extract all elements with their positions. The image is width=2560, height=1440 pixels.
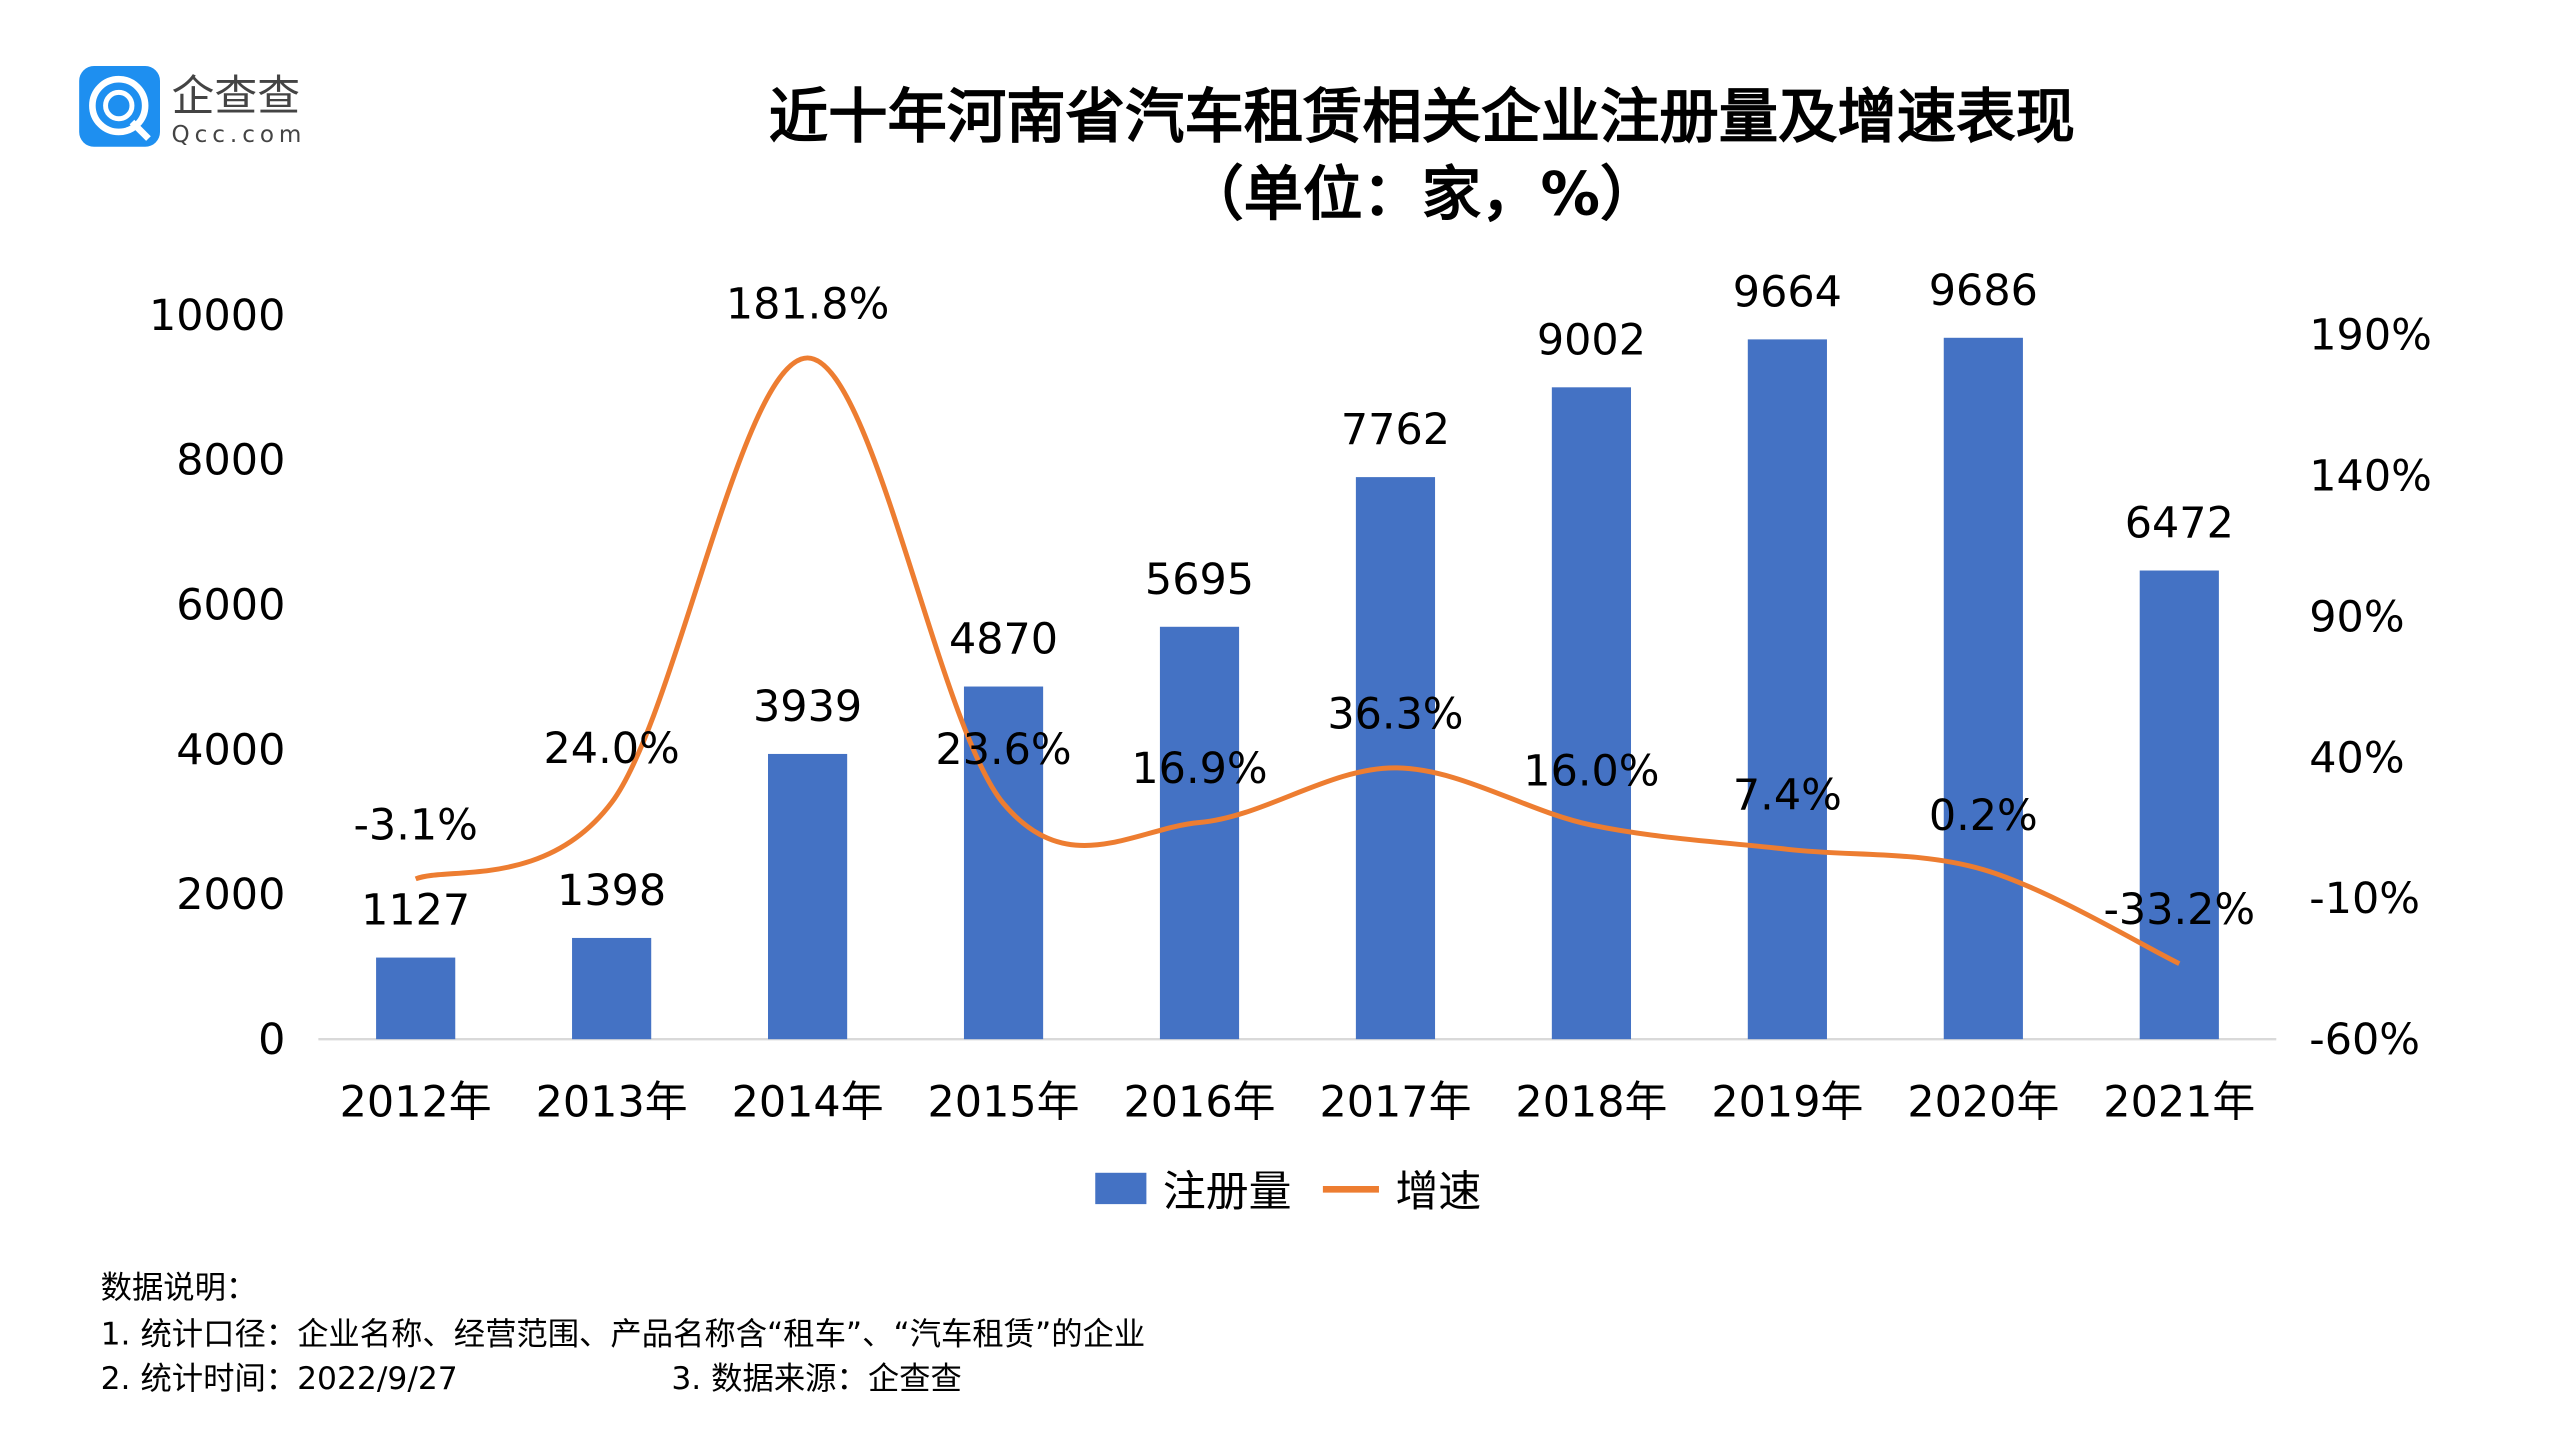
y-tick-label: 6000 bbox=[176, 581, 285, 631]
bar bbox=[1355, 477, 1436, 1040]
bar-value-label: 5695 bbox=[1145, 555, 1254, 605]
y-tick-label: 4000 bbox=[176, 725, 285, 775]
legend-bar-swatch bbox=[1095, 1172, 1147, 1205]
bar bbox=[2139, 570, 2219, 1040]
y-tick-label: 2000 bbox=[176, 870, 285, 920]
y2-tick-label: 140% bbox=[2309, 452, 2432, 502]
x-tick-label: 2020年 bbox=[1907, 1078, 2059, 1128]
chart-subtitle: （单位：家，%） bbox=[1184, 160, 1659, 229]
growth-value-label: 16.9% bbox=[1131, 744, 1267, 794]
bar-value-label: 7762 bbox=[1341, 405, 1450, 455]
bar-value-label: 4870 bbox=[949, 615, 1058, 665]
growth-value-label: 181.8% bbox=[726, 279, 889, 329]
bar-value-label: 9686 bbox=[1929, 266, 2038, 316]
bar-value-label: 1398 bbox=[557, 866, 666, 916]
growth-value-label: 23.6% bbox=[935, 725, 1071, 775]
y2-tick-label: -10% bbox=[2309, 874, 2420, 924]
y2-tick-label: 90% bbox=[2309, 592, 2404, 642]
logo-domain: Qcc.com bbox=[172, 122, 307, 148]
x-tick-label: 2016年 bbox=[1124, 1078, 1276, 1128]
bar-series bbox=[376, 337, 2219, 1040]
y-axis-right: -60% -10% 40% 90% 140% 190% bbox=[2309, 311, 2432, 1065]
bar-value-label: 6472 bbox=[2125, 499, 2234, 549]
x-axis-labels: 2012年 2013年 2014年 2015年 2016年 2017年 2018年 2019年… bbox=[340, 1078, 2256, 1128]
bar-value-label: 3939 bbox=[753, 682, 862, 732]
growth-value-label: 24.0% bbox=[544, 724, 680, 774]
bar-value-label: 9664 bbox=[1733, 267, 1842, 317]
x-tick-label: 2013年 bbox=[536, 1078, 688, 1128]
x-tick-label: 2018年 bbox=[1515, 1078, 1667, 1128]
y-axis-left: 0 2000 4000 6000 8000 10000 bbox=[149, 291, 285, 1065]
logo: 企查查 Qcc.com bbox=[79, 65, 307, 148]
growth-line bbox=[414, 355, 2181, 966]
bar bbox=[768, 753, 848, 1040]
y-tick-label: 8000 bbox=[176, 436, 285, 486]
growth-value-label: 7.4% bbox=[1733, 771, 1842, 821]
notes-line2: 2. 统计时间：2022/9/27 bbox=[101, 1361, 458, 1397]
bar-value-label: 9002 bbox=[1537, 315, 1646, 365]
growth-value-label: -33.2% bbox=[2103, 885, 2255, 935]
notes-line3: 3. 数据来源：企查查 bbox=[671, 1361, 961, 1397]
bar bbox=[376, 957, 456, 1040]
y2-tick-label: -60% bbox=[2309, 1015, 2420, 1065]
notes-line1: 1. 统计口径：企业名称、经营范围、产品名称含“租车”、“汽车租赁”的企业 bbox=[101, 1316, 1146, 1352]
y-tick-label: 10000 bbox=[149, 291, 285, 341]
bar bbox=[963, 686, 1044, 1040]
x-tick-label: 2019年 bbox=[1711, 1078, 1863, 1128]
bar bbox=[572, 937, 652, 1040]
x-tick-label: 2017年 bbox=[1319, 1078, 1471, 1128]
bar bbox=[1159, 626, 1240, 1040]
legend-bar-label: 注册量 bbox=[1163, 1167, 1292, 1217]
x-tick-label: 2012年 bbox=[340, 1078, 492, 1128]
logo-name: 企查查 bbox=[172, 72, 301, 122]
legend: 注册量 增速 bbox=[1095, 1167, 1481, 1217]
data-labels: 1127 1398 3939 4870 5695 7762 9002 9664 9686 6472… bbox=[353, 266, 2255, 936]
x-tick-label: 2015年 bbox=[928, 1078, 1080, 1128]
legend-line-label: 增速 bbox=[1395, 1167, 1481, 1217]
bar bbox=[1747, 339, 1827, 1040]
y2-tick-label: 40% bbox=[2309, 733, 2404, 783]
y2-tick-label: 190% bbox=[2309, 311, 2432, 361]
x-tick-label: 2014年 bbox=[732, 1078, 884, 1128]
growth-value-label: 0.2% bbox=[1929, 791, 2038, 841]
y-tick-label: 0 bbox=[258, 1015, 285, 1065]
bar-value-label: 1127 bbox=[361, 886, 470, 936]
chart-title: 近十年河南省汽车租赁相关企业注册量及增速表现 bbox=[769, 83, 2075, 152]
growth-value-label: 16.0% bbox=[1523, 746, 1659, 796]
bar bbox=[1551, 387, 1632, 1040]
growth-value-label: 36.3% bbox=[1327, 689, 1463, 739]
growth-value-label: -3.1% bbox=[353, 800, 477, 850]
notes-heading: 数据说明： bbox=[101, 1270, 258, 1306]
bar bbox=[1943, 337, 2023, 1040]
x-tick-label: 2021年 bbox=[2103, 1078, 2255, 1128]
